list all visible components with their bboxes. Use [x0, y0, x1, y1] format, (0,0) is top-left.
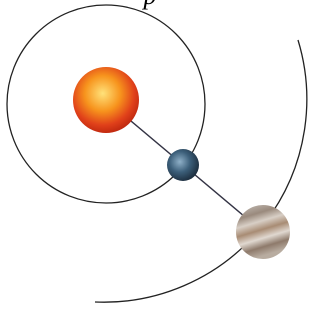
earth [167, 149, 199, 181]
sun [73, 67, 139, 133]
jupiter [236, 205, 290, 259]
title: p [142, 0, 157, 10]
solar-diagram: p [0, 0, 311, 309]
